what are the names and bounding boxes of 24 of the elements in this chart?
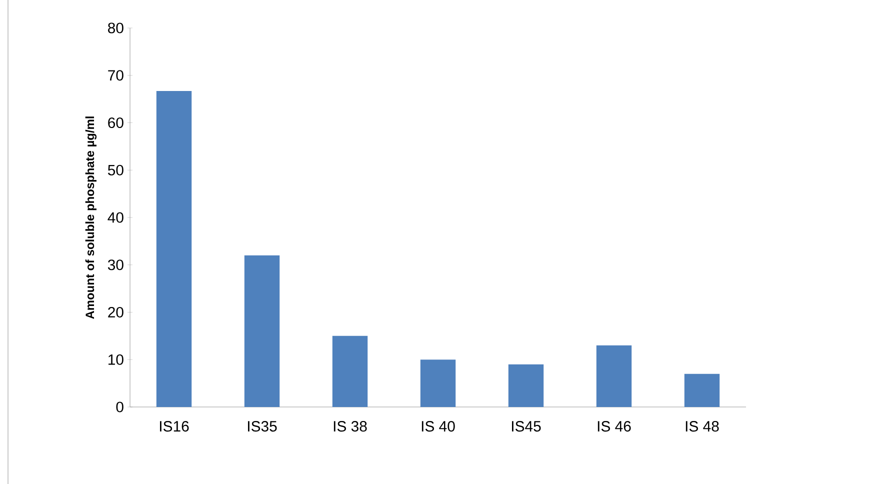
x-tick-label: IS16 xyxy=(160,421,189,432)
y-tick-label: 60 xyxy=(108,117,124,128)
x-tick-label: IS 38 xyxy=(334,421,367,432)
bar xyxy=(420,360,456,407)
y-tick-label: 10 xyxy=(108,354,124,365)
x-tick-label: IS 46 xyxy=(598,421,631,432)
bar xyxy=(156,90,192,407)
y-tick-label: 70 xyxy=(108,70,124,81)
y-tick-label: 80 xyxy=(108,22,124,34)
y-tick-label: 50 xyxy=(108,164,124,176)
y-tick-label: 20 xyxy=(108,306,124,318)
bar xyxy=(596,345,632,407)
bar xyxy=(508,364,544,407)
x-tick-label: IS45 xyxy=(512,421,541,432)
y-tick-label: 30 xyxy=(108,260,124,270)
y-axis-title: Amount of soluble phosphate µg/ml xyxy=(85,116,97,319)
bar xyxy=(332,336,368,407)
y-tick-label: 0 xyxy=(116,402,124,412)
x-tick-label: IS35 xyxy=(248,421,277,432)
y-tick-label: 40 xyxy=(108,212,124,223)
bar xyxy=(244,255,280,407)
x-tick-label: IS 40 xyxy=(422,421,455,432)
x-tick-label: IS 48 xyxy=(686,421,719,432)
bar xyxy=(684,374,720,407)
